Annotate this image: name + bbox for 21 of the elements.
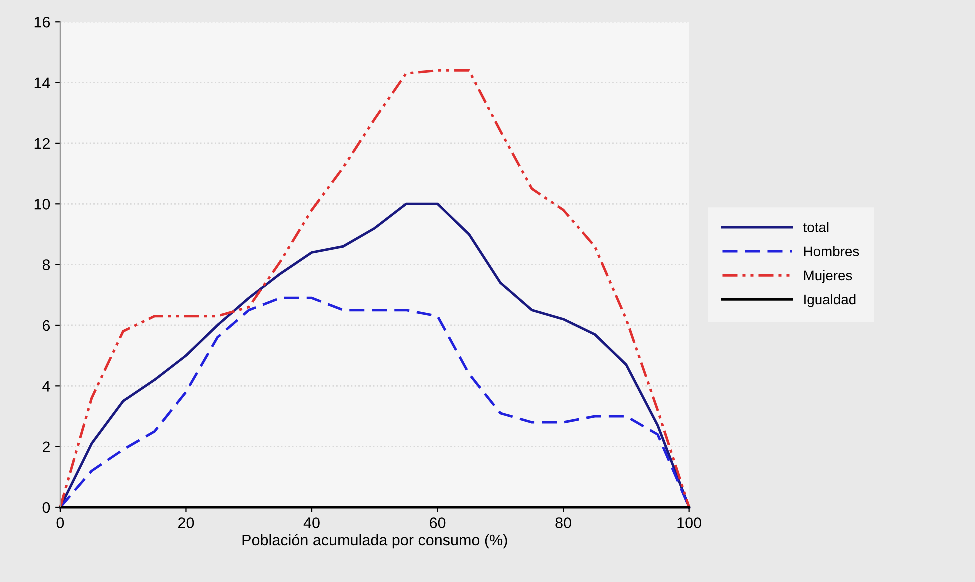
x-axis-title: Población acumulada por consumo (%): [242, 534, 508, 549]
y-tick-label: 10: [34, 199, 50, 210]
legend-label: total: [804, 222, 829, 232]
x-tick-label: 60: [430, 518, 446, 528]
y-tick-label: 16: [34, 16, 50, 28]
x-tick-label: 80: [556, 518, 572, 528]
line-series: [59, 69, 691, 509]
x-tick-label: 100: [678, 518, 702, 528]
y-tick-label: 0: [42, 502, 50, 514]
y-tick-label: 14: [34, 78, 50, 88]
legend-label: Igualdad: [804, 294, 856, 308]
x-tick-label: 0: [56, 518, 64, 528]
y-tick-label: 6: [43, 320, 50, 332]
x-tick-label: 40: [304, 518, 320, 528]
y-tick-label: 12: [34, 138, 50, 149]
y-tick-label: 2: [43, 442, 50, 452]
y-tick-label: 8: [42, 260, 50, 270]
y-tick-label: 4: [42, 381, 50, 392]
legend-label: Hombres: [804, 246, 860, 257]
legend-label: Mujeres: [804, 270, 852, 284]
x-tick-label: 20: [178, 518, 194, 528]
